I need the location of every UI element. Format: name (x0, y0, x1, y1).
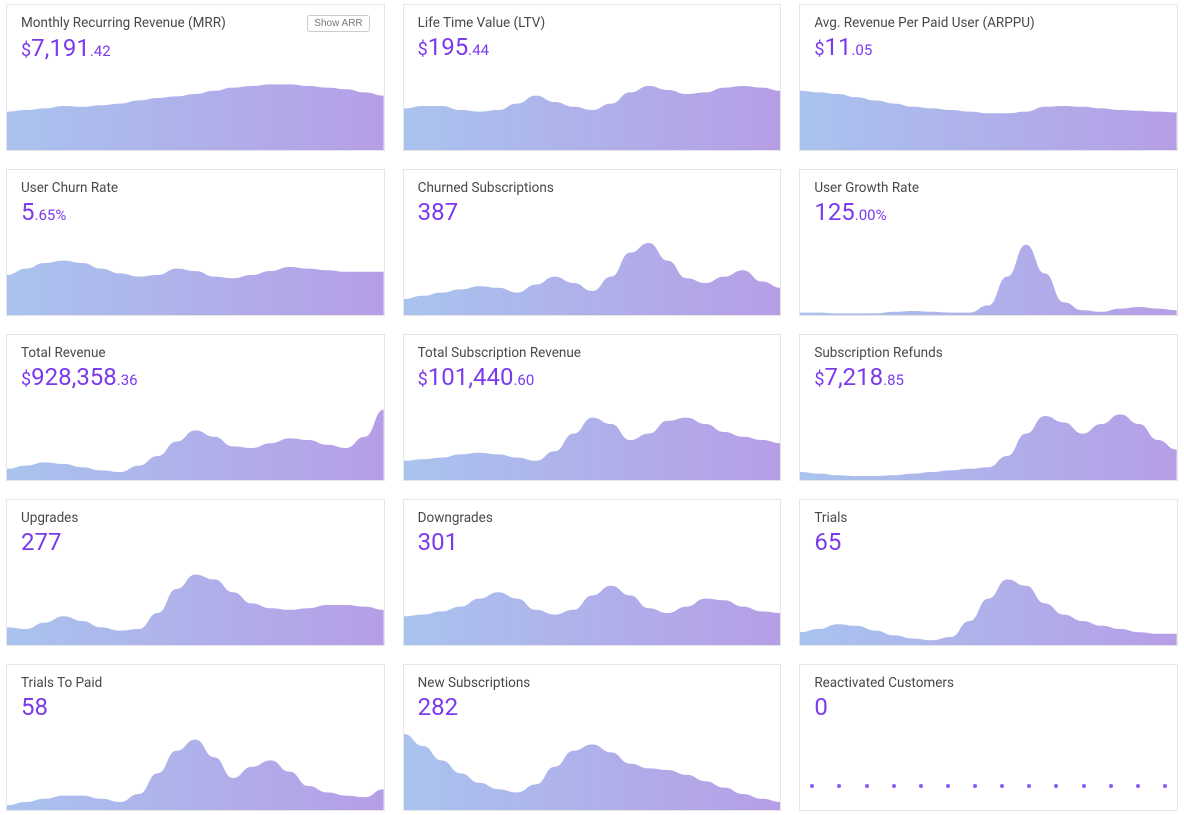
metric-card[interactable]: Total Subscription Revenue$101,440.60 (403, 334, 782, 481)
card-title: Total Subscription Revenue (418, 345, 581, 361)
metric-card[interactable]: Monthly Recurring Revenue (MRR)Show ARR$… (6, 4, 385, 151)
card-value: $101,440.60 (404, 361, 781, 391)
card-value: 58 (7, 691, 384, 721)
dot (1109, 784, 1113, 788)
card-value: 277 (7, 526, 384, 556)
card-value: 387 (404, 196, 781, 226)
card-value: $7,218.85 (800, 361, 1177, 391)
dot (946, 784, 950, 788)
value-main: 195 (428, 33, 468, 61)
card-value: $195.44 (404, 31, 781, 61)
show-arr-button[interactable]: Show ARR (307, 15, 369, 32)
value-main: 387 (418, 198, 458, 226)
card-value: 282 (404, 691, 781, 721)
value-main: 65 (814, 528, 841, 556)
metric-card[interactable]: Trials 65 (799, 499, 1178, 646)
dot (1027, 784, 1031, 788)
value-main: 5 (21, 198, 35, 226)
value-prefix: $ (418, 369, 428, 390)
card-title: Life Time Value (LTV) (418, 15, 546, 31)
value-main: 125 (814, 198, 854, 226)
card-title: Trials (814, 510, 847, 526)
card-title: Trials To Paid (21, 675, 102, 691)
dot (1136, 784, 1140, 788)
metric-card[interactable]: Total Revenue$928,358.36 (6, 334, 385, 481)
value-main: 0 (814, 693, 828, 721)
value-decimals: .36 (117, 371, 138, 389)
card-title: Churned Subscriptions (418, 180, 554, 196)
card-title: Total Revenue (21, 345, 106, 361)
dot (1082, 784, 1086, 788)
value-main: 11 (824, 33, 851, 61)
card-title: Subscription Refunds (814, 345, 942, 361)
dot (865, 784, 869, 788)
metric-card[interactable]: User Growth Rate125.00% (799, 169, 1178, 316)
value-decimals: .60 (513, 371, 534, 389)
card-value: $7,191.42 (7, 32, 384, 62)
value-main: 58 (21, 693, 48, 721)
value-main: 101,440 (428, 363, 514, 391)
dot (1000, 784, 1004, 788)
metric-card[interactable]: Life Time Value (LTV)$195.44 (403, 4, 782, 151)
value-prefix: $ (418, 39, 428, 60)
card-value: $11.05 (800, 31, 1177, 61)
card-title: User Growth Rate (814, 180, 919, 196)
metric-card[interactable]: Reactivated Customers 0 (799, 664, 1178, 811)
value-decimals: .85 (883, 371, 904, 389)
value-prefix: $ (21, 369, 31, 390)
value-main: 7,218 (824, 363, 883, 391)
card-title: Downgrades (418, 510, 493, 526)
card-value: 301 (404, 526, 781, 556)
metric-card[interactable]: User Churn Rate5.65% (6, 169, 385, 316)
dot (1163, 784, 1167, 788)
dot (810, 784, 814, 788)
card-title: Upgrades (21, 510, 78, 526)
sparkline-dots (800, 784, 1177, 788)
value-decimals: .00% (855, 206, 887, 224)
value-main: 277 (21, 528, 61, 556)
metric-card[interactable]: Trials To Paid 58 (6, 664, 385, 811)
card-title: New Subscriptions (418, 675, 531, 691)
metric-card[interactable]: New Subscriptions 282 (403, 664, 782, 811)
value-main: 928,358 (31, 363, 117, 391)
metric-card[interactable]: Subscription Refunds$7,218.85 (799, 334, 1178, 481)
value-decimals: .44 (468, 41, 489, 59)
dot (919, 784, 923, 788)
card-value: 0 (800, 691, 1177, 721)
value-decimals: .05 (851, 41, 872, 59)
value-prefix: $ (21, 40, 31, 61)
dot (1054, 784, 1058, 788)
metric-card[interactable]: Upgrades 277 (6, 499, 385, 646)
card-value: 65 (800, 526, 1177, 556)
value-decimals: .65% (35, 206, 67, 224)
card-title: Avg. Revenue Per Paid User (ARPPU) (814, 15, 1034, 31)
dot (973, 784, 977, 788)
card-value: 5.65% (7, 196, 384, 226)
card-title: Reactivated Customers (814, 675, 954, 691)
value-decimals: .42 (90, 42, 111, 60)
value-prefix: $ (814, 39, 824, 60)
dot (892, 784, 896, 788)
card-title: User Churn Rate (21, 180, 118, 196)
value-main: 301 (418, 528, 458, 556)
value-main: 7,191 (31, 34, 90, 62)
value-prefix: $ (814, 369, 824, 390)
card-value: $928,358.36 (7, 361, 384, 391)
metric-card[interactable]: Downgrades 301 (403, 499, 782, 646)
card-value: 125.00% (800, 196, 1177, 226)
metric-card[interactable]: Avg. Revenue Per Paid User (ARPPU)$11.05 (799, 4, 1178, 151)
dot (837, 784, 841, 788)
value-main: 282 (418, 693, 458, 721)
card-title: Monthly Recurring Revenue (MRR) (21, 15, 226, 31)
metric-card[interactable]: Churned Subscriptions 387 (403, 169, 782, 316)
